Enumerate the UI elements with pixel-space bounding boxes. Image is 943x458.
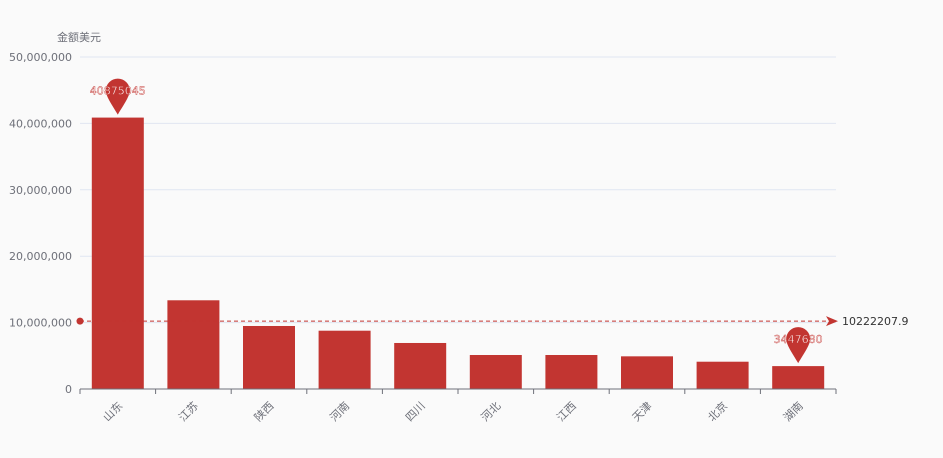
bar-湖南 [772, 366, 825, 389]
x-tick-label: 江苏 [176, 399, 201, 424]
y-tick-label: 40,000,000 [9, 117, 72, 130]
bar-江苏 [167, 300, 220, 389]
x-tick-label: 四川 [403, 399, 428, 424]
y-axis-title: 金额美元 [57, 30, 101, 44]
x-tick-label: 湖南 [781, 399, 806, 424]
x-tick-label: 江西 [554, 399, 579, 424]
y-tick-label: 10,000,000 [9, 317, 72, 330]
x-tick-label: 山东 [101, 399, 126, 424]
map-pin-icon [786, 327, 811, 364]
bar-四川 [394, 342, 447, 389]
bar-陕西 [243, 325, 295, 389]
bar-北京 [696, 361, 749, 389]
x-tick-label: 河北 [479, 399, 504, 424]
y-tick-label: 20,000,000 [9, 250, 72, 263]
x-tick-label: 陕西 [251, 399, 276, 424]
bar-江西 [545, 355, 598, 389]
bar-河北 [469, 355, 522, 389]
bar-河南 [318, 330, 371, 389]
y-tick-label: 30,000,000 [9, 184, 72, 197]
bar-山东 [91, 117, 144, 390]
x-tick-label: 北京 [705, 399, 730, 424]
x-tick-label: 河南 [327, 399, 352, 424]
y-tick-label: 50,000,000 [9, 51, 72, 64]
average-line-arrow-icon [826, 316, 838, 327]
mark-point-label: 40875045 [90, 85, 146, 98]
average-line-label: 10222207.9 [842, 315, 908, 328]
average-line-start-dot [76, 317, 84, 325]
y-tick-label: 0 [65, 383, 72, 396]
map-pin-icon [105, 78, 130, 115]
x-tick-label: 天津 [630, 399, 655, 424]
mark-point-label: 3447680 [774, 333, 823, 346]
bar-天津 [621, 356, 673, 389]
